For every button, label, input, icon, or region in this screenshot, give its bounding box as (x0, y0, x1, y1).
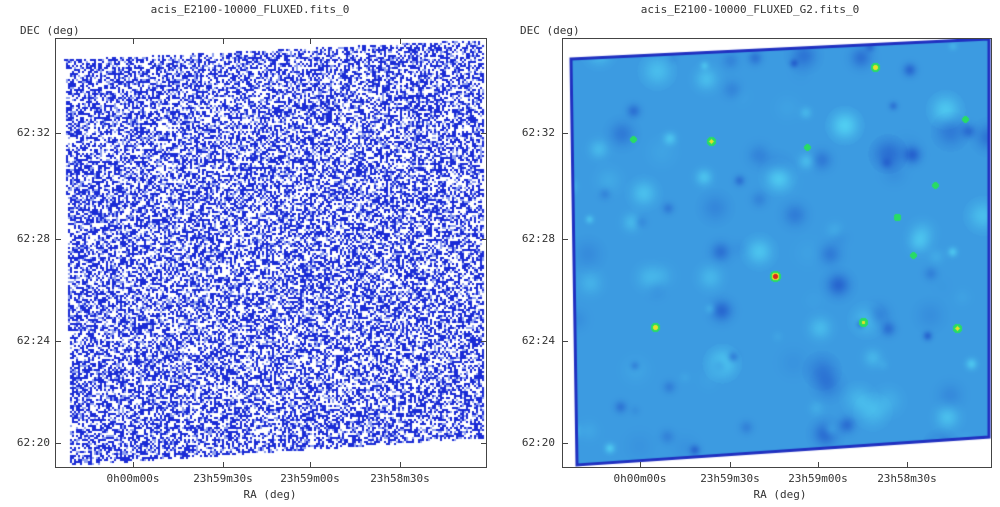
left-xtick-mark (400, 462, 401, 468)
right-ytick-label: 62:20 (521, 436, 555, 449)
right-dec-axis-label: DEC (deg) (520, 24, 580, 37)
left-ytick-mark (55, 443, 61, 444)
left-image-title: acis_E2100-10000_FLUXED.fits_0 (150, 3, 350, 16)
right-ra-axis-label: RA (deg) (753, 488, 807, 501)
left-ytick-mark (55, 239, 61, 240)
right-image-title: acis_E2100-10000_FLUXED_G2.fits_0 (640, 3, 860, 16)
right-ytick-mark (562, 341, 568, 342)
left-ytick-label: 62:32 (16, 126, 50, 139)
right-smoothed-image[interactable] (563, 39, 991, 467)
left-ytick-label: 62:28 (16, 232, 50, 245)
left-xtick-label: 23h58m30s (370, 472, 430, 485)
left-image-frame[interactable] (55, 38, 487, 468)
left-xtick-mark (133, 462, 134, 468)
right-xtick-label: 23h58m30s (877, 472, 937, 485)
left-ytick-label: 62:24 (16, 334, 50, 347)
left-xtick-mark (223, 38, 224, 44)
right-ytick-mark (562, 239, 568, 240)
left-ytick-mark (55, 341, 61, 342)
right-image-panel: acis_E2100-10000_FLUXED_G2.fits_0 DEC (d… (500, 0, 1000, 507)
left-ra-axis-label: RA (deg) (243, 488, 297, 501)
left-dec-axis-label: DEC (deg) (20, 24, 80, 37)
right-xtick-mark (818, 462, 819, 468)
right-xtick-label: 23h59m00s (788, 472, 848, 485)
right-xtick-mark (730, 462, 731, 468)
right-ytick-mark (562, 133, 568, 134)
left-ytick-mark (481, 239, 487, 240)
right-xtick-mark (640, 462, 641, 468)
right-image-frame[interactable] (562, 38, 992, 468)
left-ytick-mark (55, 133, 61, 134)
left-xtick-label: 23h59m00s (280, 472, 340, 485)
left-xtick-mark (133, 38, 134, 44)
right-xtick-label: 0h00m00s (613, 472, 667, 485)
right-xtick-mark (907, 462, 908, 468)
left-ytick-mark (481, 133, 487, 134)
left-ytick-mark (481, 443, 487, 444)
right-ytick-label: 62:24 (521, 334, 555, 347)
left-xtick-label: 0h00m00s (106, 472, 160, 485)
left-xtick-mark (223, 462, 224, 468)
right-ytick-label: 62:28 (521, 232, 555, 245)
left-ytick-label: 62:20 (16, 436, 50, 449)
left-xtick-label: 23h59m30s (193, 472, 253, 485)
left-ytick-mark (481, 341, 487, 342)
left-fluxed-image[interactable] (56, 39, 486, 467)
right-ytick-label: 62:32 (521, 126, 555, 139)
left-image-panel: acis_E2100-10000_FLUXED.fits_0 DEC (deg)… (16, 3, 487, 501)
right-ytick-mark (562, 443, 568, 444)
left-xtick-mark (400, 38, 401, 44)
right-xtick-label: 23h59m30s (700, 472, 760, 485)
left-xtick-mark (310, 38, 311, 44)
left-xtick-mark (310, 462, 311, 468)
